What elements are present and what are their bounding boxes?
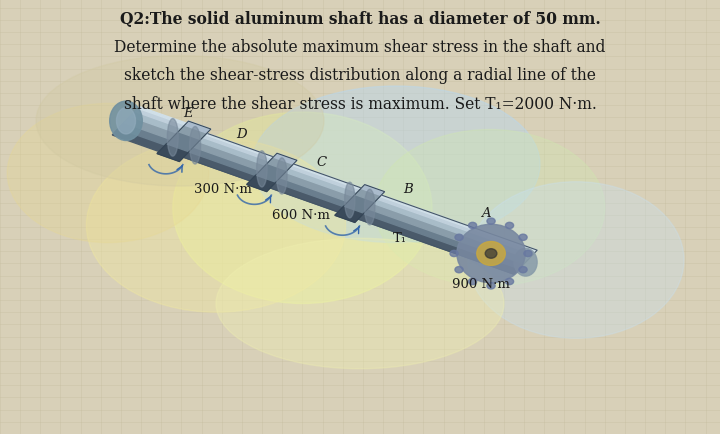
Ellipse shape xyxy=(7,104,209,243)
Text: 300 N·m: 300 N·m xyxy=(194,182,252,195)
Text: sketch the shear-stress distribution along a radial line of the: sketch the shear-stress distribution alo… xyxy=(124,67,596,84)
Ellipse shape xyxy=(345,183,355,218)
Polygon shape xyxy=(166,132,201,152)
Ellipse shape xyxy=(487,283,495,289)
Polygon shape xyxy=(247,176,276,192)
Ellipse shape xyxy=(485,249,497,259)
Polygon shape xyxy=(114,128,519,275)
Ellipse shape xyxy=(455,235,463,241)
Polygon shape xyxy=(130,112,193,138)
Polygon shape xyxy=(136,109,537,252)
Text: 600 N·m: 600 N·m xyxy=(272,208,330,221)
Text: D: D xyxy=(236,128,247,141)
Ellipse shape xyxy=(505,223,513,229)
Ellipse shape xyxy=(450,251,458,257)
Ellipse shape xyxy=(216,239,504,369)
Ellipse shape xyxy=(519,267,527,273)
Polygon shape xyxy=(344,195,375,214)
Polygon shape xyxy=(125,118,529,264)
Polygon shape xyxy=(335,207,364,223)
Text: B: B xyxy=(403,183,413,196)
Polygon shape xyxy=(112,129,176,156)
Text: shaft where the shear stress is maximum. Set T₁=2000 N·m.: shaft where the shear stress is maximum.… xyxy=(124,95,596,112)
Polygon shape xyxy=(256,164,287,183)
Polygon shape xyxy=(273,154,297,165)
Ellipse shape xyxy=(167,119,178,157)
Ellipse shape xyxy=(514,249,537,276)
Ellipse shape xyxy=(487,218,495,225)
Ellipse shape xyxy=(364,190,375,225)
Ellipse shape xyxy=(86,139,346,312)
Ellipse shape xyxy=(469,279,477,285)
Ellipse shape xyxy=(477,242,505,266)
Polygon shape xyxy=(267,158,293,171)
Polygon shape xyxy=(135,109,196,133)
Text: Q2:The solid aluminum shaft has a diameter of 50 mm.: Q2:The solid aluminum shaft has a diamet… xyxy=(120,11,600,28)
Ellipse shape xyxy=(256,151,267,187)
Text: 900 N·m: 900 N·m xyxy=(452,277,510,290)
Ellipse shape xyxy=(505,279,513,285)
Polygon shape xyxy=(124,117,188,144)
Polygon shape xyxy=(157,145,189,162)
Text: E: E xyxy=(184,107,193,120)
Text: T₁: T₁ xyxy=(393,231,407,244)
Polygon shape xyxy=(179,126,207,140)
Text: A: A xyxy=(481,207,490,220)
Ellipse shape xyxy=(252,87,540,243)
Text: Determine the absolute maximum shear stress in the shaft and: Determine the absolute maximum shear str… xyxy=(114,39,606,56)
Ellipse shape xyxy=(455,267,463,273)
Polygon shape xyxy=(120,123,524,269)
Ellipse shape xyxy=(457,225,526,283)
Polygon shape xyxy=(130,114,534,259)
Ellipse shape xyxy=(524,251,532,257)
Ellipse shape xyxy=(276,158,287,194)
Ellipse shape xyxy=(468,182,684,339)
Polygon shape xyxy=(138,107,198,129)
Ellipse shape xyxy=(519,235,527,241)
Ellipse shape xyxy=(469,223,477,229)
Ellipse shape xyxy=(173,113,432,304)
Ellipse shape xyxy=(109,102,143,141)
Ellipse shape xyxy=(117,108,135,135)
Polygon shape xyxy=(119,124,182,150)
Text: C: C xyxy=(317,156,327,169)
Polygon shape xyxy=(355,189,381,202)
Ellipse shape xyxy=(374,130,605,286)
Ellipse shape xyxy=(36,56,324,187)
Polygon shape xyxy=(134,111,536,255)
Polygon shape xyxy=(361,185,384,196)
Ellipse shape xyxy=(189,127,201,164)
Polygon shape xyxy=(184,122,211,134)
